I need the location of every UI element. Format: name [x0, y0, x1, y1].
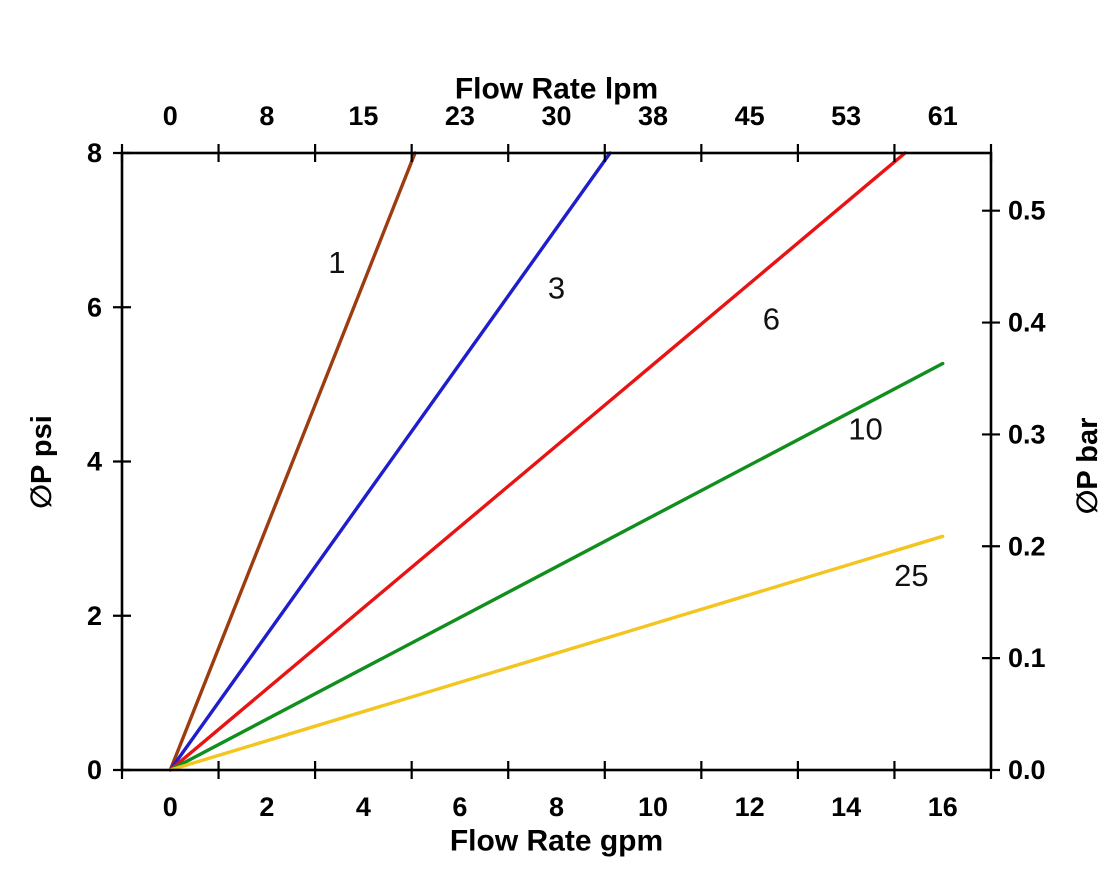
y-left-tick-label: 8 [87, 138, 102, 168]
series-line-1 [168, 151, 417, 772]
x-top-tick-label: 30 [541, 101, 571, 131]
series-line-6 [168, 151, 907, 772]
y-left-tick-label: 2 [87, 601, 102, 631]
y-left-axis-title: ∅P psi [26, 415, 58, 509]
x-bottom-tick-label: 2 [259, 792, 274, 822]
x-bottom-tick-label: 10 [638, 792, 668, 822]
x-top-axis-title: Flow Rate lpm [455, 73, 658, 106]
series-label-10: 10 [848, 412, 882, 447]
series-label-6: 6 [763, 301, 780, 336]
x-top-tick-label: 61 [928, 101, 958, 131]
x-bottom-tick-label: 0 [163, 792, 178, 822]
y-left-tick-label: 4 [87, 447, 102, 477]
x-bottom-tick-label: 14 [831, 792, 861, 822]
x-top-tick-label: 45 [735, 101, 765, 131]
series-label-25: 25 [894, 558, 928, 593]
x-bottom-tick-label: 16 [928, 792, 958, 822]
y-right-tick-label: 0.2 [1008, 531, 1046, 561]
y-right-tick-label: 0.0 [1008, 755, 1046, 785]
x-top-tick-label: 38 [638, 101, 668, 131]
x-top-tick-label: 15 [348, 101, 378, 131]
x-bottom-tick-label: 8 [549, 792, 564, 822]
y-left-tick-label: 6 [87, 292, 102, 322]
x-bottom-tick-label: 12 [735, 792, 765, 822]
series-line-3 [168, 151, 612, 772]
x-bottom-axis-title: Flow Rate gpm [450, 825, 663, 858]
y-right-tick-label: 0.4 [1008, 308, 1046, 338]
series-label-1: 1 [328, 245, 345, 280]
x-bottom-tick-label: 6 [452, 792, 467, 822]
series-line-25 [168, 534, 945, 772]
x-top-tick-label: 23 [445, 101, 475, 131]
y-right-tick-label: 0.1 [1008, 643, 1046, 673]
x-bottom-tick-label: 4 [356, 792, 371, 822]
y-right-tick-label: 0.5 [1008, 196, 1046, 226]
y-left-tick-label: 0 [87, 755, 102, 785]
x-top-tick-label: 53 [831, 101, 861, 131]
series-label-3: 3 [548, 270, 565, 305]
x-top-tick-label: 0 [163, 101, 178, 131]
y-right-axis-title: ∅P bar [1072, 418, 1104, 515]
series-line-10 [168, 361, 945, 772]
x-top-tick-label: 8 [259, 101, 274, 131]
y-right-tick-label: 0.3 [1008, 419, 1046, 449]
